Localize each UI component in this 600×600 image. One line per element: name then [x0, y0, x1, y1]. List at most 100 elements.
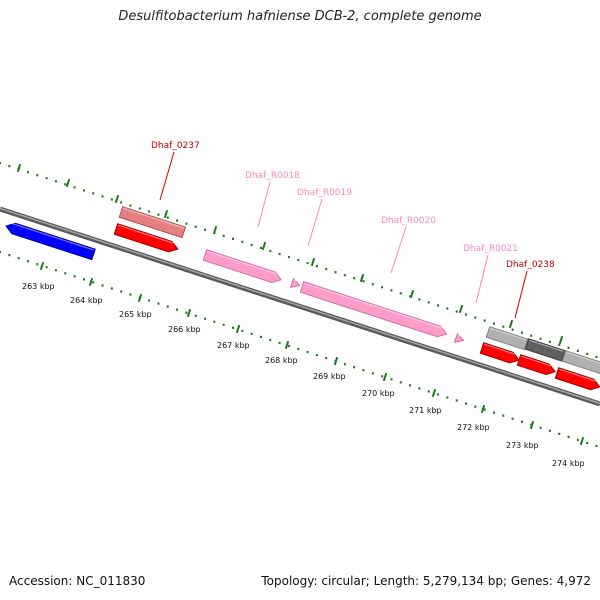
minor-tick — [17, 257, 20, 260]
rna-dhaf-r0021[interactable] — [453, 332, 465, 345]
minor-tick — [353, 366, 356, 369]
minor-tick — [483, 319, 486, 322]
minor-tick — [194, 225, 197, 228]
minor-tick — [120, 201, 123, 204]
major-tick — [508, 319, 514, 329]
minor-tick — [548, 340, 551, 343]
rna-dhaf-r0020[interactable] — [299, 281, 448, 339]
minor-tick — [101, 284, 104, 287]
minor-tick — [409, 295, 412, 298]
minor-tick — [269, 338, 272, 342]
minor-tick — [250, 332, 253, 335]
minor-tick — [8, 165, 11, 168]
label-dhaf-r0019[interactable]: Dhaf_R0019 — [297, 188, 352, 198]
minor-tick — [0, 251, 1, 254]
minor-tick — [166, 305, 169, 308]
minor-tick — [148, 210, 151, 213]
callout-line — [257, 181, 271, 228]
minor-tick — [362, 369, 365, 372]
minor-tick — [92, 192, 95, 195]
minor-tick — [334, 271, 337, 274]
label-dhaf-r0021[interactable]: Dhaf_R0021 — [463, 244, 518, 254]
minor-tick — [82, 189, 85, 192]
accession-text: Accession: NC_011830 — [9, 574, 146, 588]
minor-tick — [325, 357, 328, 360]
gene-grey-right[interactable] — [561, 350, 600, 375]
callout-line — [159, 151, 175, 201]
minor-tick — [194, 314, 197, 317]
minor-tick — [250, 243, 253, 246]
major-tick — [235, 324, 241, 334]
cds-dhaf-0238[interactable] — [479, 342, 520, 366]
cds-blue-feature[interactable] — [4, 221, 96, 261]
label-dhaf-0237[interactable]: Dhaf_0237 — [151, 141, 200, 151]
minor-tick — [465, 402, 468, 405]
cds-red-2[interactable] — [516, 354, 557, 377]
minor-tick — [520, 420, 523, 423]
callout-line — [390, 226, 407, 274]
minor-tick — [455, 310, 458, 313]
minor-tick — [483, 408, 486, 411]
minor-tick — [287, 344, 290, 348]
minor-tick — [259, 335, 262, 339]
minor-tick — [446, 396, 449, 399]
minor-tick — [259, 246, 262, 250]
minor-tick — [110, 198, 113, 201]
callout-line — [514, 270, 528, 319]
minor-tick — [548, 429, 551, 432]
minor-tick — [278, 341, 281, 345]
outer-tick-track — [0, 162, 598, 359]
label-dhaf-r0018[interactable]: Dhaf_R0018 — [245, 171, 300, 181]
minor-tick — [474, 405, 477, 408]
minor-tick — [418, 298, 421, 301]
minor-tick — [110, 287, 113, 290]
major-tick — [88, 277, 94, 287]
gene-dhaf-0237[interactable] — [118, 206, 187, 239]
gene-dark-grey[interactable] — [524, 338, 566, 362]
kbp-label: 264 kbp — [70, 296, 103, 305]
minor-tick — [315, 353, 318, 357]
label-dhaf-r0020[interactable]: Dhaf_R0020 — [381, 216, 436, 226]
minor-tick — [176, 219, 179, 222]
minor-tick — [82, 278, 85, 281]
kbp-label: 270 kbp — [362, 389, 395, 398]
minor-tick — [399, 381, 402, 384]
feature-track — [4, 206, 600, 392]
major-tick — [409, 289, 415, 299]
minor-tick — [0, 162, 1, 165]
minor-tick — [213, 320, 216, 323]
rna-dhaf-r0018[interactable] — [202, 249, 282, 285]
major-tick — [163, 209, 169, 219]
minor-tick — [297, 347, 300, 351]
cds-dhaf-0237[interactable] — [113, 223, 179, 255]
kbp-label: 272 kbp — [457, 423, 490, 432]
minor-tick — [36, 263, 39, 266]
minor-tick — [492, 322, 495, 325]
label-dhaf-0238[interactable]: Dhaf_0238 — [506, 260, 555, 270]
minor-tick — [558, 343, 561, 346]
minor-tick — [325, 268, 328, 271]
minor-tick — [427, 301, 430, 304]
minor-tick — [437, 393, 440, 396]
minor-tick — [64, 183, 67, 186]
minor-tick — [381, 375, 384, 378]
minor-tick — [558, 432, 561, 435]
minor-tick — [381, 286, 384, 289]
kbp-label: 274 kbp — [552, 459, 585, 468]
gene-dhaf-0238[interactable] — [485, 326, 529, 351]
major-tick — [529, 420, 535, 430]
minor-tick — [26, 171, 29, 174]
cds-red-3[interactable] — [554, 367, 600, 392]
minor-tick — [241, 240, 244, 243]
minor-tick — [465, 313, 468, 316]
kbp-label: 273 kbp — [506, 441, 539, 450]
minor-tick — [446, 307, 449, 310]
minor-tick — [241, 329, 244, 332]
topology-text: Topology: circular; Length: 5,279,134 bp… — [261, 574, 591, 588]
kbp-label: 263 kbp — [22, 282, 55, 291]
minor-tick — [120, 290, 123, 293]
rna-dhaf-r0019[interactable] — [289, 277, 301, 290]
backbone-highlight — [0, 207, 600, 405]
minor-tick — [45, 177, 48, 180]
